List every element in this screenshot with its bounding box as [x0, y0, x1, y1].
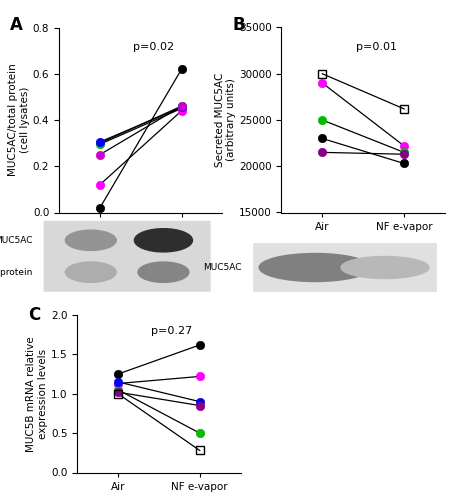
FancyBboxPatch shape	[253, 243, 437, 292]
Circle shape	[341, 256, 429, 278]
Text: p=0.01: p=0.01	[356, 42, 397, 51]
Text: p=0.27: p=0.27	[151, 326, 192, 336]
Circle shape	[65, 262, 116, 282]
Y-axis label: Secreted MUC5AC
(arbitrary units): Secreted MUC5AC (arbitrary units)	[215, 73, 236, 167]
Circle shape	[138, 262, 189, 282]
Text: C: C	[28, 306, 40, 324]
Text: B: B	[232, 16, 245, 34]
Circle shape	[259, 254, 371, 281]
Circle shape	[65, 230, 116, 250]
FancyBboxPatch shape	[44, 220, 211, 292]
Circle shape	[134, 228, 192, 252]
Text: Total protein: Total protein	[0, 268, 33, 276]
Text: A: A	[10, 16, 23, 34]
Text: MUC5AC: MUC5AC	[202, 263, 241, 272]
Text: MUC5AC: MUC5AC	[0, 236, 33, 245]
Y-axis label: MUC5AC/total protein
(cell lysates): MUC5AC/total protein (cell lysates)	[9, 64, 30, 176]
Y-axis label: MUC5B mRNA relative
expression levels: MUC5B mRNA relative expression levels	[26, 336, 48, 452]
Text: p=0.02: p=0.02	[133, 42, 174, 51]
